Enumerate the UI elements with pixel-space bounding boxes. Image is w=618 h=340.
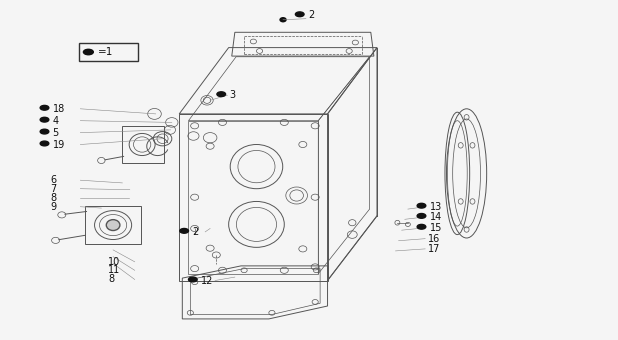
Circle shape (180, 228, 188, 233)
Text: 8: 8 (108, 274, 114, 285)
Circle shape (188, 277, 197, 282)
Text: =1: =1 (98, 47, 113, 57)
Text: 16: 16 (428, 234, 440, 244)
Text: 8: 8 (51, 193, 57, 203)
Circle shape (40, 117, 49, 122)
Text: 2: 2 (192, 227, 198, 237)
Text: 19: 19 (53, 139, 65, 150)
Circle shape (40, 141, 49, 146)
Text: 4: 4 (53, 116, 59, 126)
Ellipse shape (279, 17, 287, 22)
Text: 10: 10 (108, 257, 121, 267)
Text: 5: 5 (53, 128, 59, 138)
Text: 15: 15 (430, 223, 442, 233)
Text: 3: 3 (229, 90, 235, 100)
Text: 14: 14 (430, 212, 442, 222)
Text: 12: 12 (201, 275, 213, 286)
Circle shape (417, 224, 426, 229)
Circle shape (295, 12, 304, 17)
Circle shape (40, 105, 49, 110)
Text: 17: 17 (428, 244, 440, 254)
Text: 6: 6 (51, 175, 57, 185)
Circle shape (417, 214, 426, 218)
Text: 2: 2 (308, 10, 314, 20)
Text: 13: 13 (430, 202, 442, 212)
Text: 11: 11 (108, 265, 121, 275)
Circle shape (83, 49, 93, 55)
Text: 7: 7 (51, 184, 57, 194)
Circle shape (417, 203, 426, 208)
Text: 9: 9 (51, 202, 57, 212)
Text: 18: 18 (53, 104, 65, 114)
Circle shape (40, 129, 49, 134)
Ellipse shape (106, 220, 120, 231)
Circle shape (217, 92, 226, 97)
